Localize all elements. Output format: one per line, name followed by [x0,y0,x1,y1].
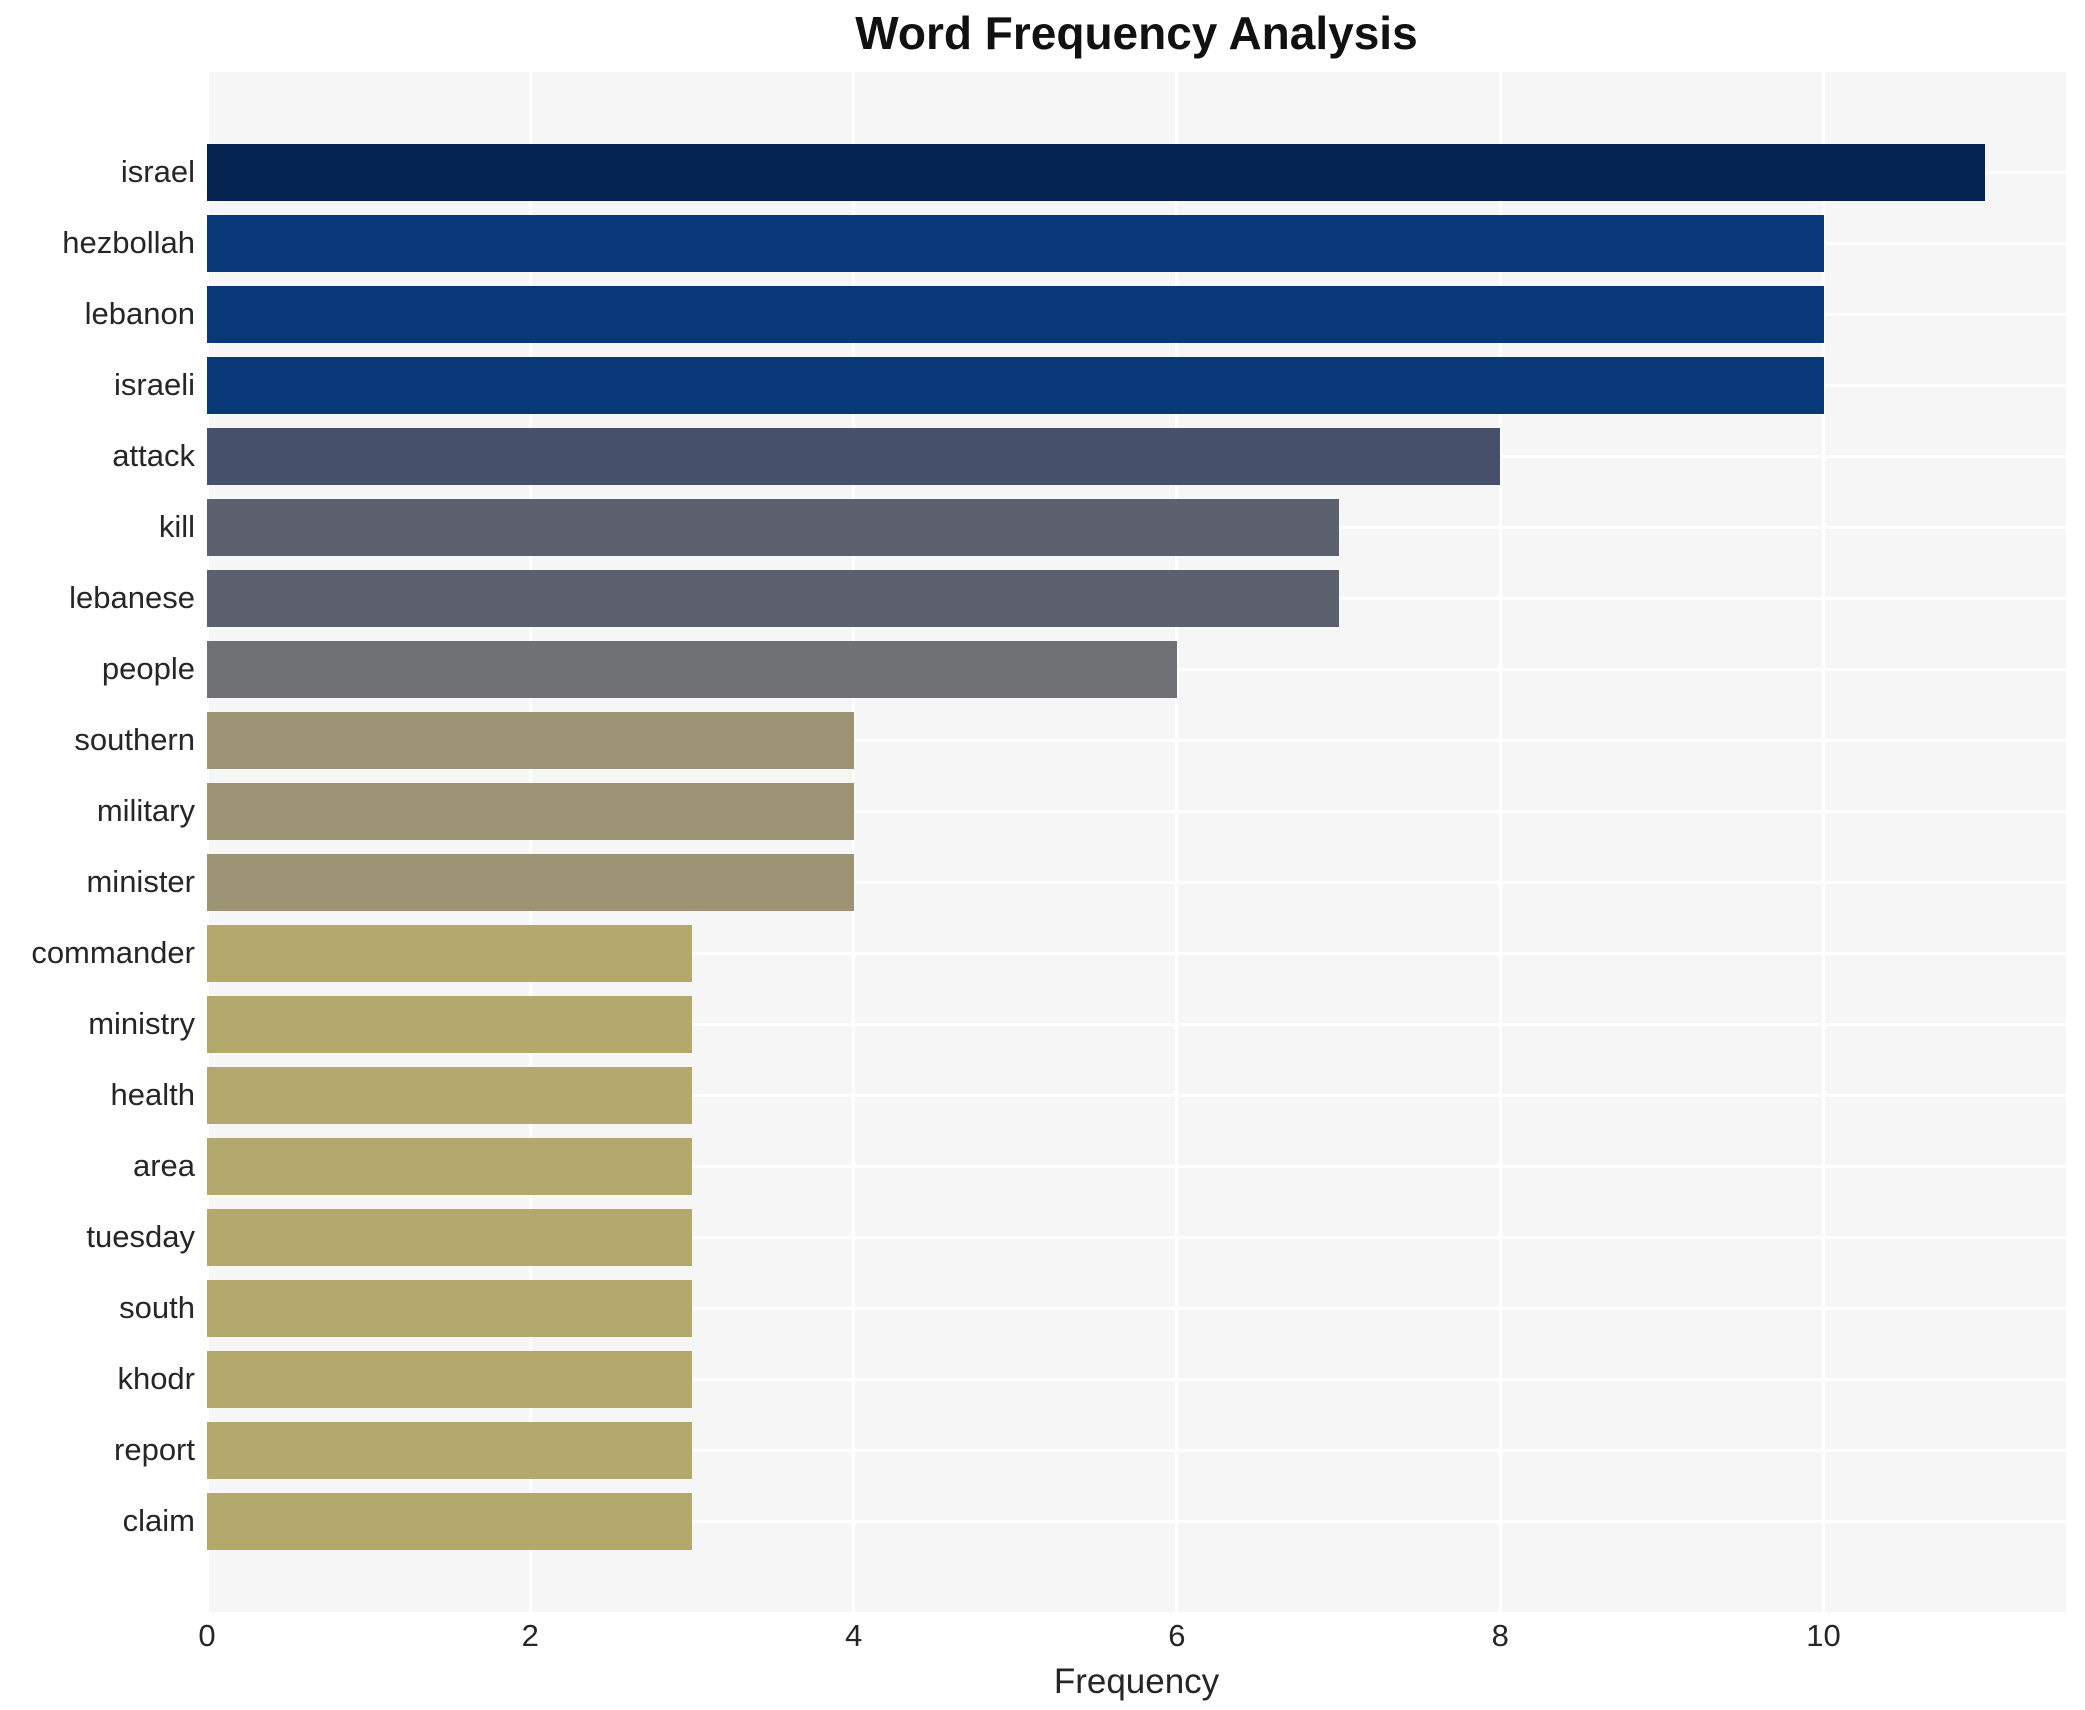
y-tick-label-hezbollah: hezbollah [62,225,195,260]
horizontal-gridline [207,1306,2066,1310]
plot-area [205,72,2066,1612]
bar-attack [207,427,1501,485]
y-tick-label-lebanon: lebanon [84,296,195,331]
x-axis-tick-labels: 0 2 4 6 8 10 [198,1618,2066,1660]
bar-report [207,1421,692,1479]
vertical-gridline [1822,72,1826,1612]
x-tick-label-0: 0 [198,1618,216,1653]
horizontal-gridline [207,1022,2066,1026]
y-tick-label-commander: commander [31,935,195,970]
vertical-gridline [205,72,209,1612]
bar-lebanon [207,285,1824,343]
x-axis-title: Frequency [1053,1662,1220,1701]
chart-title: Word Frequency Analysis [855,7,1418,59]
y-tick-label-report: report [114,1432,195,1467]
y-tick-label-tuesday: tuesday [86,1219,195,1254]
horizontal-gridline [207,880,2066,884]
bar-southern [207,711,854,769]
bar-minister [207,853,854,911]
bar-israeli [207,356,1824,414]
y-tick-label-attack: attack [112,438,195,473]
y-tick-label-minister: minister [86,864,195,899]
vertical-gridline [1175,72,1179,1612]
bar-hezbollah [207,214,1824,272]
bar-area [207,1137,692,1195]
y-tick-label-people: people [101,651,195,686]
horizontal-gridline [207,1519,2066,1523]
bar-ministry [207,995,692,1053]
x-tick-label-6: 6 [1168,1618,1186,1653]
bar-khodr [207,1350,692,1408]
bar-kill [207,498,1339,556]
horizontal-gridline [207,1448,2066,1452]
horizontal-gridline [207,1093,2066,1097]
y-tick-label-khodr: khodr [117,1361,195,1396]
bar-israel [207,143,1986,201]
x-tick-label-4: 4 [844,1618,863,1653]
y-tick-label-israel: israel [120,154,195,189]
bar-claim [207,1492,692,1550]
vertical-gridline [528,72,532,1612]
horizontal-gridline [207,1377,2066,1381]
bar-health [207,1066,692,1124]
y-tick-label-south: south [119,1290,195,1325]
y-tick-label-military: military [96,793,195,828]
vertical-gridline [852,72,856,1612]
bar-people [207,640,1177,698]
x-tick-label-8: 8 [1491,1618,1509,1653]
y-tick-label-lebanese: lebanese [69,580,195,615]
bar-lebanese [207,569,1339,627]
y-tick-label-area: area [132,1148,195,1183]
bar-commander [207,924,692,982]
x-tick-label-10: 10 [1806,1618,1841,1653]
horizontal-gridline [207,1235,2066,1239]
bar-south [207,1279,692,1337]
y-tick-label-kill: kill [158,509,195,544]
y-tick-label-southern: southern [74,722,195,757]
y-axis-category-labels: israel hezbollah lebanon israeli attack kill l… [0,72,195,1612]
bar-military [207,782,854,840]
bar-tuesday [207,1208,692,1266]
vertical-gridline [1498,72,1502,1612]
horizontal-gridline [207,1164,2066,1168]
y-tick-label-israeli: israeli [114,367,195,402]
x-tick-label-2: 2 [521,1618,539,1653]
y-tick-label-health: health [110,1077,195,1112]
horizontal-gridline [207,951,2066,955]
y-tick-label-claim: claim [122,1503,195,1538]
horizontal-gridline [207,738,2066,742]
y-tick-label-ministry: ministry [88,1006,195,1041]
horizontal-gridline [207,809,2066,813]
